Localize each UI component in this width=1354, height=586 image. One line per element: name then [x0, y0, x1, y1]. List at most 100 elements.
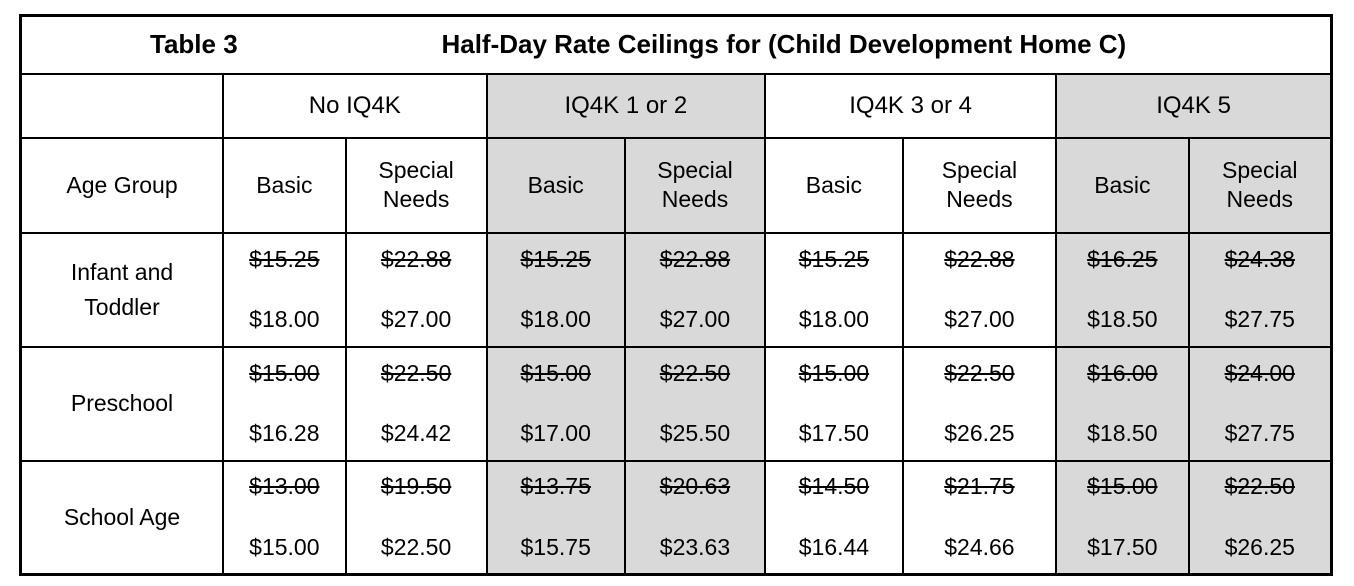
rate-cell: $15.00 $17.50 — [1055, 459, 1190, 576]
special-needs-header-no-iq4k: Special Needs — [344, 136, 488, 234]
rate-cell: $13.75 $15.75 — [485, 459, 626, 576]
basic-header-no-iq4k: Basic — [222, 136, 347, 234]
basic-header-iq4k-1-or-2: Basic — [485, 136, 626, 234]
age-group-header: Age Group — [19, 136, 225, 234]
new-rate: $18.50 — [1087, 305, 1158, 332]
old-rate: $19.50 — [380, 473, 452, 500]
rate-cell: $15.25 $18.00 — [764, 231, 904, 348]
new-rate: $15.00 — [249, 533, 320, 560]
column-group-header-row: No IQ4K IQ4K 1 or 2 IQ4K 3 or 4 IQ4K 5 — [19, 72, 1333, 139]
basic-header-iq4k-3-or-4: Basic — [764, 136, 904, 234]
new-rate: $27.00 — [380, 305, 452, 332]
rate-cell: $15.00 $17.50 — [764, 345, 904, 462]
old-rate: $24.00 — [1224, 359, 1295, 386]
rate-cell: $16.00 $18.50 — [1055, 345, 1190, 462]
table-number-label: Table 3 — [150, 29, 238, 60]
old-rate: $20.63 — [659, 473, 731, 500]
group-header-iq4k-1-or-2: IQ4K 1 or 2 — [485, 72, 767, 139]
rate-cell: $15.00 $17.00 — [485, 345, 626, 462]
new-rate: $18.00 — [798, 305, 870, 332]
old-rate: $22.50 — [944, 359, 1015, 386]
new-rate: $27.00 — [659, 305, 731, 332]
new-rate: $17.50 — [1087, 533, 1158, 560]
rate-cell: $22.88 $27.00 — [344, 231, 488, 348]
old-rate: $22.88 — [944, 245, 1015, 272]
old-rate: $13.75 — [520, 473, 591, 500]
old-rate: $14.50 — [798, 473, 870, 500]
rate-cell: $22.88 $27.00 — [901, 231, 1058, 348]
new-rate: $15.75 — [520, 533, 591, 560]
group-header-no-iq4k: No IQ4K — [222, 72, 488, 139]
basic-header-iq4k-5: Basic — [1055, 136, 1190, 234]
new-rate: $26.25 — [944, 419, 1015, 446]
old-rate: $16.00 — [1087, 359, 1158, 386]
rate-cell: $15.00 $16.28 — [222, 345, 347, 462]
old-rate: $15.00 — [798, 359, 870, 386]
table-title-row: Table 3 Half-Day Rate Ceilings for (Chil… — [19, 14, 1333, 75]
new-rate: $24.42 — [380, 419, 452, 446]
old-rate: $13.00 — [249, 473, 320, 500]
old-rate: $15.25 — [520, 245, 591, 272]
rate-cell: $22.50 $24.42 — [344, 345, 488, 462]
new-rate: $24.66 — [944, 533, 1015, 560]
rate-cell: $14.50 $16.44 — [764, 459, 904, 576]
rate-cell: $20.63 $23.63 — [623, 459, 767, 576]
age-group-label: School Age — [19, 459, 225, 576]
rate-cell: $22.88 $27.00 — [623, 231, 767, 348]
old-rate: $15.25 — [798, 245, 870, 272]
group-header-iq4k-3-or-4: IQ4K 3 or 4 — [764, 72, 1058, 139]
rate-cell: $22.50 $25.50 — [623, 345, 767, 462]
new-rate: $16.28 — [249, 419, 320, 446]
old-rate: $22.50 — [380, 359, 452, 386]
rate-cell: $15.25 $18.00 — [485, 231, 626, 348]
rate-cell: $22.50 $26.25 — [901, 345, 1058, 462]
table-row-school-age: School Age $13.00 $15.00 $19.50 $22.50 $13… — [19, 459, 1333, 576]
new-rate: $17.00 — [520, 419, 591, 446]
special-needs-header-iq4k-5: Special Needs — [1187, 136, 1333, 234]
rate-cell: $15.25 $18.00 — [222, 231, 347, 348]
group-header-iq4k-5: IQ4K 5 — [1055, 72, 1333, 139]
new-rate: $27.75 — [1224, 419, 1295, 446]
special-needs-header-iq4k-3-or-4: Special Needs — [901, 136, 1058, 234]
new-rate: $27.75 — [1224, 305, 1295, 332]
new-rate: $18.00 — [520, 305, 591, 332]
old-rate: $24.38 — [1224, 245, 1295, 272]
new-rate: $23.63 — [659, 533, 731, 560]
table-row-infant-and-toddler: Infant and Toddler $15.25 $18.00 $22.88 $2… — [19, 231, 1333, 348]
new-rate: $26.25 — [1224, 533, 1295, 560]
empty-corner-cell — [19, 72, 225, 139]
subheader-row: Age Group Basic Special Needs Basic Spec… — [19, 136, 1333, 234]
rate-cell: $24.38 $27.75 — [1187, 231, 1333, 348]
new-rate: $27.00 — [944, 305, 1015, 332]
old-rate: $15.25 — [249, 245, 320, 272]
special-needs-header-iq4k-1-or-2: Special Needs — [623, 136, 767, 234]
old-rate: $16.25 — [1087, 245, 1158, 272]
rate-cell: $16.25 $18.50 — [1055, 231, 1190, 348]
old-rate: $21.75 — [944, 473, 1015, 500]
new-rate: $22.50 — [380, 533, 452, 560]
table-title-text: Half-Day Rate Ceilings for (Child Develo… — [441, 29, 1127, 60]
new-rate: $18.00 — [249, 305, 320, 332]
rate-cell: $24.00 $27.75 — [1187, 345, 1333, 462]
rate-cell: $19.50 $22.50 — [344, 459, 488, 576]
age-group-label: Infant and Toddler — [19, 231, 225, 348]
rate-cell: $22.50 $26.25 — [1187, 459, 1333, 576]
rate-cell: $21.75 $24.66 — [901, 459, 1058, 576]
table-row-preschool: Preschool $15.00 $16.28 $22.50 $24.42 $15.… — [19, 345, 1333, 462]
old-rate: $22.88 — [380, 245, 452, 272]
rate-cell: $13.00 $15.00 — [222, 459, 347, 576]
new-rate: $18.50 — [1087, 419, 1158, 446]
new-rate: $17.50 — [798, 419, 870, 446]
old-rate: $22.50 — [659, 359, 731, 386]
table-title-cell: Table 3 Half-Day Rate Ceilings for (Chil… — [19, 14, 1333, 75]
old-rate: $15.00 — [520, 359, 591, 386]
new-rate: $25.50 — [659, 419, 731, 446]
title-wrap: Table 3 Half-Day Rate Ceilings for (Chil… — [22, 29, 1330, 60]
age-group-label: Preschool — [19, 345, 225, 462]
old-rate: $22.50 — [1224, 473, 1295, 500]
new-rate: $16.44 — [798, 533, 870, 560]
old-rate: $15.00 — [249, 359, 320, 386]
old-rate: $22.88 — [659, 245, 731, 272]
half-day-rate-ceilings-table: Table 3 Half-Day Rate Ceilings for (Chil… — [19, 14, 1333, 576]
